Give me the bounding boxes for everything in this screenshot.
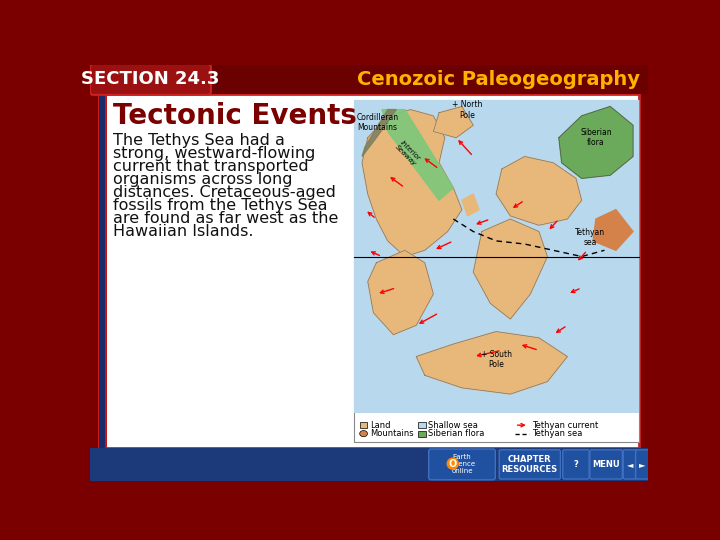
Text: SECTION 24.3: SECTION 24.3 [81,70,220,89]
Text: Tethyan sea: Tethyan sea [532,429,582,438]
Bar [99,94,104,448]
Polygon shape [362,110,462,256]
Text: O: O [449,458,456,469]
Text: are found as far west as the: are found as far west as the [113,211,338,226]
Text: fossils from the Tethys Sea: fossils from the Tethys Sea [113,198,328,213]
Polygon shape [368,250,433,335]
Polygon shape [382,110,454,200]
FancyBboxPatch shape [563,450,589,479]
Bar [360,422,367,428]
FancyBboxPatch shape [499,450,560,479]
Polygon shape [362,110,396,157]
Text: The Tethys Sea had a: The Tethys Sea had a [113,132,285,147]
Polygon shape [473,219,547,319]
Text: current that transported: current that transported [113,159,309,174]
Text: Interior
Seaway: Interior Seaway [394,139,422,167]
Bar [90,65,648,94]
Polygon shape [593,210,633,250]
Text: Tethyan current: Tethyan current [532,421,598,430]
Bar [354,100,639,413]
Polygon shape [559,106,633,178]
Text: Cordilleran
Mountains: Cordilleran Mountains [356,113,399,132]
Text: MENU: MENU [593,460,620,469]
Bar [354,100,639,442]
Text: Shallow sea: Shallow sea [428,421,478,430]
Text: distances. Cretaceous-aged: distances. Cretaceous-aged [113,185,336,200]
Text: Earth
Science
online: Earth Science online [449,455,476,475]
Polygon shape [462,194,479,216]
Polygon shape [416,332,567,394]
Text: CHAPTER
RESOURCES: CHAPTER RESOURCES [502,455,558,474]
Bar [99,94,639,448]
Text: Tectonic Events: Tectonic Events [113,102,357,130]
Text: + North
Pole: + North Pole [452,100,483,120]
Text: Siberian flora: Siberian flora [428,429,485,438]
Circle shape [446,457,459,470]
Text: strong, westward-flowing: strong, westward-flowing [113,146,315,161]
Bar [104,94,107,448]
Text: Tethyan
sea: Tethyan sea [575,228,606,247]
Bar [418,422,426,428]
FancyBboxPatch shape [624,450,636,479]
FancyBboxPatch shape [636,450,649,479]
Text: + South
Pole: + South Pole [481,350,512,369]
FancyBboxPatch shape [428,449,495,480]
Bar [90,448,648,481]
Text: Land: Land [370,421,390,430]
Text: ?: ? [574,460,578,469]
FancyBboxPatch shape [590,450,622,479]
Text: Hawaiian Islands.: Hawaiian Islands. [113,224,253,239]
Text: Cenozoic Paleogeography: Cenozoic Paleogeography [357,70,640,89]
Text: Siberian
flora: Siberian flora [580,128,612,147]
Text: organisms across long: organisms across long [113,172,293,187]
Polygon shape [433,106,473,138]
Bar [418,430,426,437]
Polygon shape [496,157,582,225]
Text: ◄: ◄ [626,460,633,469]
Text: ►: ► [639,460,645,469]
Text: Mountains: Mountains [370,429,413,438]
Ellipse shape [360,430,367,437]
FancyBboxPatch shape [90,64,211,95]
